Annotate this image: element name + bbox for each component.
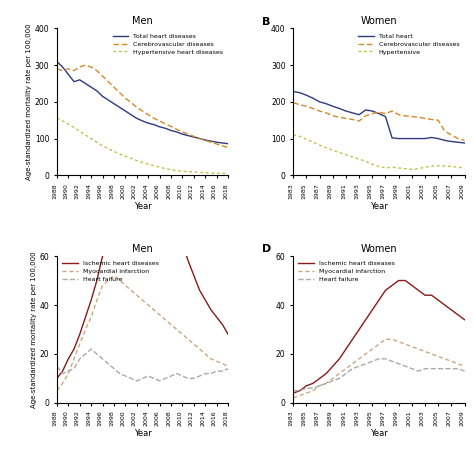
X-axis label: Year: Year [134, 429, 151, 438]
Text: D: D [263, 244, 272, 255]
Legend: Total heart diseases, Cerebrovascular diseases, Hypertensive heart diseases: Total heart diseases, Cerebrovascular di… [110, 32, 225, 56]
X-axis label: Year: Year [134, 201, 151, 210]
Title: Men: Men [132, 16, 153, 26]
X-axis label: Year: Year [370, 429, 388, 438]
Title: Women: Women [361, 244, 397, 254]
Legend: Ischemic heart diseases, Myocardial infarction, Heart failure: Ischemic heart diseases, Myocardial infa… [60, 259, 160, 284]
Legend: Total heart, Cerebrovascular diseases, Hypertensive: Total heart, Cerebrovascular diseases, H… [356, 32, 461, 56]
Y-axis label: Age-standardized mortality rate per 100,000: Age-standardized mortality rate per 100,… [26, 24, 32, 180]
Title: Women: Women [361, 16, 397, 26]
X-axis label: Year: Year [370, 201, 388, 210]
Title: Men: Men [132, 244, 153, 254]
Y-axis label: Age-standardized mortality rate per 100,000: Age-standardized mortality rate per 100,… [31, 251, 36, 408]
Legend: Ischemic heart diseases, Myocardial infarction, Heart failure: Ischemic heart diseases, Myocardial infa… [296, 259, 397, 284]
Text: B: B [263, 17, 271, 27]
